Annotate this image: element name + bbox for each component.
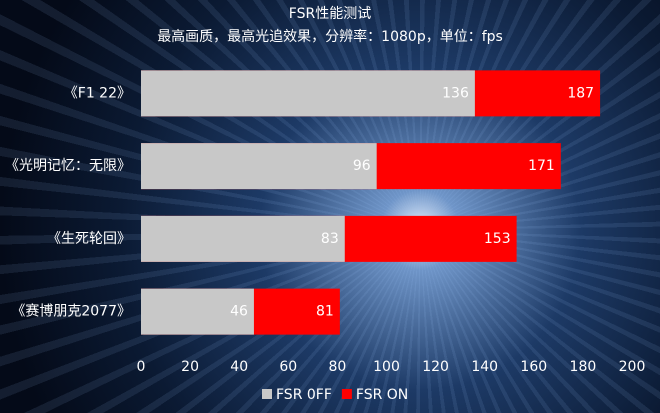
data-label: 83 (321, 231, 339, 247)
legend-swatch (262, 389, 272, 399)
x-tick-label: 160 (520, 359, 547, 375)
data-label: 46 (230, 304, 248, 320)
data-label: 96 (353, 158, 371, 174)
bar (141, 215, 345, 262)
legend-swatch (341, 389, 352, 399)
x-tick-label: 60 (279, 359, 297, 375)
bar (141, 70, 475, 117)
x-tick-label: 0 (137, 359, 146, 375)
chart-title: FSR性能测试 (289, 6, 371, 22)
x-tick-label: 100 (373, 359, 400, 375)
data-label: 187 (567, 85, 594, 101)
x-tick-label: 180 (570, 359, 597, 375)
x-tick-label: 120 (422, 359, 449, 375)
y-tick-label: 《生死轮回》 (47, 231, 131, 247)
chart-subtitle: 最高画质，最高光追效果，分辨率：1080p，单位：fps (157, 28, 503, 45)
bar (141, 288, 254, 335)
x-tick-label: 200 (619, 359, 646, 375)
data-label: 81 (316, 304, 334, 320)
legend-label: FSR ON (356, 387, 408, 403)
x-tick-label: 20 (181, 359, 199, 375)
data-label: 136 (442, 85, 469, 101)
y-tick-label: 《赛博朋克2077》 (11, 303, 131, 320)
x-tick-label: 140 (471, 359, 498, 375)
bar (141, 143, 377, 190)
legend-label: FSR 0FF (276, 387, 332, 403)
data-label: 153 (484, 231, 511, 247)
y-tick-label: 《光明记忆：无限》 (5, 158, 131, 174)
y-tick-label: 《F1 22》 (64, 85, 131, 101)
x-tick-label: 80 (328, 359, 346, 375)
x-tick-label: 40 (230, 359, 248, 375)
data-label: 171 (528, 158, 555, 174)
